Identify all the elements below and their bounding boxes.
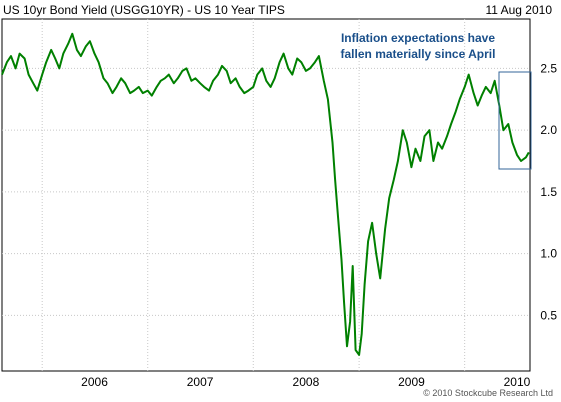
plot-frame bbox=[1, 18, 531, 372]
x-tick-label: 2007 bbox=[187, 375, 214, 389]
copyright-notice: © 2010 Stockcube Research Ltd bbox=[423, 388, 553, 398]
annotation-text-line-1: Inflation expectations have bbox=[341, 31, 495, 45]
x-tick-label: 2008 bbox=[293, 375, 320, 389]
chart-title: US 10yr Bond Yield (USGG10YR) - US 10 Ye… bbox=[3, 3, 285, 17]
y-tick-label: 1.5 bbox=[540, 185, 557, 199]
y-tick-label: 0.5 bbox=[540, 308, 557, 322]
x-axis-ticks: 2006 2007 2008 2009 2010 bbox=[81, 375, 530, 389]
yield-spread-series-line bbox=[1, 32, 530, 356]
x-tick-label: 2006 bbox=[81, 375, 108, 389]
y-axis-ticks: 0.5 1.0 1.5 2.0 2.5 bbox=[540, 61, 557, 322]
y-tick-label: 1.0 bbox=[540, 247, 557, 261]
y-tick-label: 2.5 bbox=[540, 61, 557, 75]
x-tick-label: 2009 bbox=[398, 375, 425, 389]
x-tick-label: 2010 bbox=[504, 375, 531, 389]
annotation-box bbox=[498, 71, 532, 170]
y-tick-label: 2.0 bbox=[540, 123, 557, 137]
annotation-text-line-2: fallen materially since April bbox=[341, 47, 496, 61]
grid bbox=[2, 19, 530, 371]
chart-date: 11 Aug 2010 bbox=[485, 3, 552, 17]
